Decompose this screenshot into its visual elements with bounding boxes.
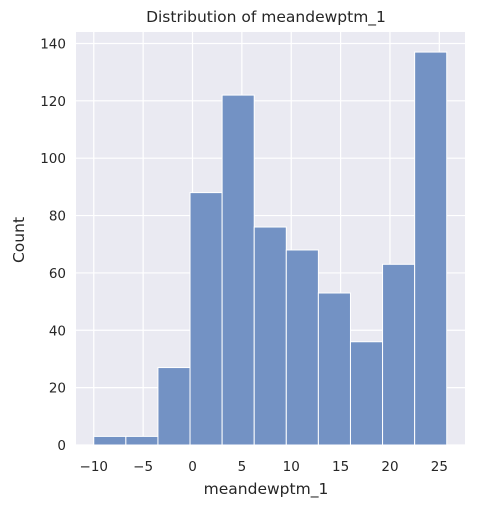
x-tick-label: −10 xyxy=(80,459,109,475)
x-axis-title: meandewptm_1 xyxy=(204,480,329,499)
histogram-bar xyxy=(93,435,127,446)
histogram-bar xyxy=(189,192,223,446)
x-tick-label: 10 xyxy=(283,459,300,475)
y-tick-label: 120 xyxy=(40,94,66,110)
x-tick-label: 20 xyxy=(381,459,398,475)
y-axis-ticks: 0 20 40 60 80 100 120 140 xyxy=(40,36,66,454)
chart-title: Distribution of meandewptm_1 xyxy=(146,8,386,27)
histogram-bar xyxy=(349,341,384,446)
y-tick-label: 80 xyxy=(49,209,66,225)
histogram-bar xyxy=(285,249,319,446)
x-tick-label: 5 xyxy=(238,459,247,475)
histogram-bar xyxy=(221,94,255,446)
y-tick-label: 20 xyxy=(49,381,66,397)
y-tick-label: 40 xyxy=(49,323,66,339)
histogram-bar xyxy=(317,292,351,446)
y-tick-label: 60 xyxy=(49,266,66,282)
y-tick-label: 100 xyxy=(40,151,66,167)
y-tick-label: 0 xyxy=(57,438,66,454)
histogram-bar xyxy=(125,435,159,446)
histogram-bar xyxy=(414,51,448,446)
histogram-bar xyxy=(382,263,416,446)
x-tick-label: 25 xyxy=(431,459,448,475)
histogram-bar xyxy=(157,367,191,446)
x-tick-label: −5 xyxy=(133,459,153,475)
bars xyxy=(93,51,448,446)
x-axis-ticks: −10 −5 0 5 10 15 20 25 xyxy=(80,459,448,475)
histogram-bar xyxy=(253,226,287,446)
y-tick-label: 140 xyxy=(40,36,66,52)
y-axis-title: Count xyxy=(10,217,28,263)
x-tick-label: 15 xyxy=(332,459,349,475)
x-tick-label: 0 xyxy=(188,459,197,475)
